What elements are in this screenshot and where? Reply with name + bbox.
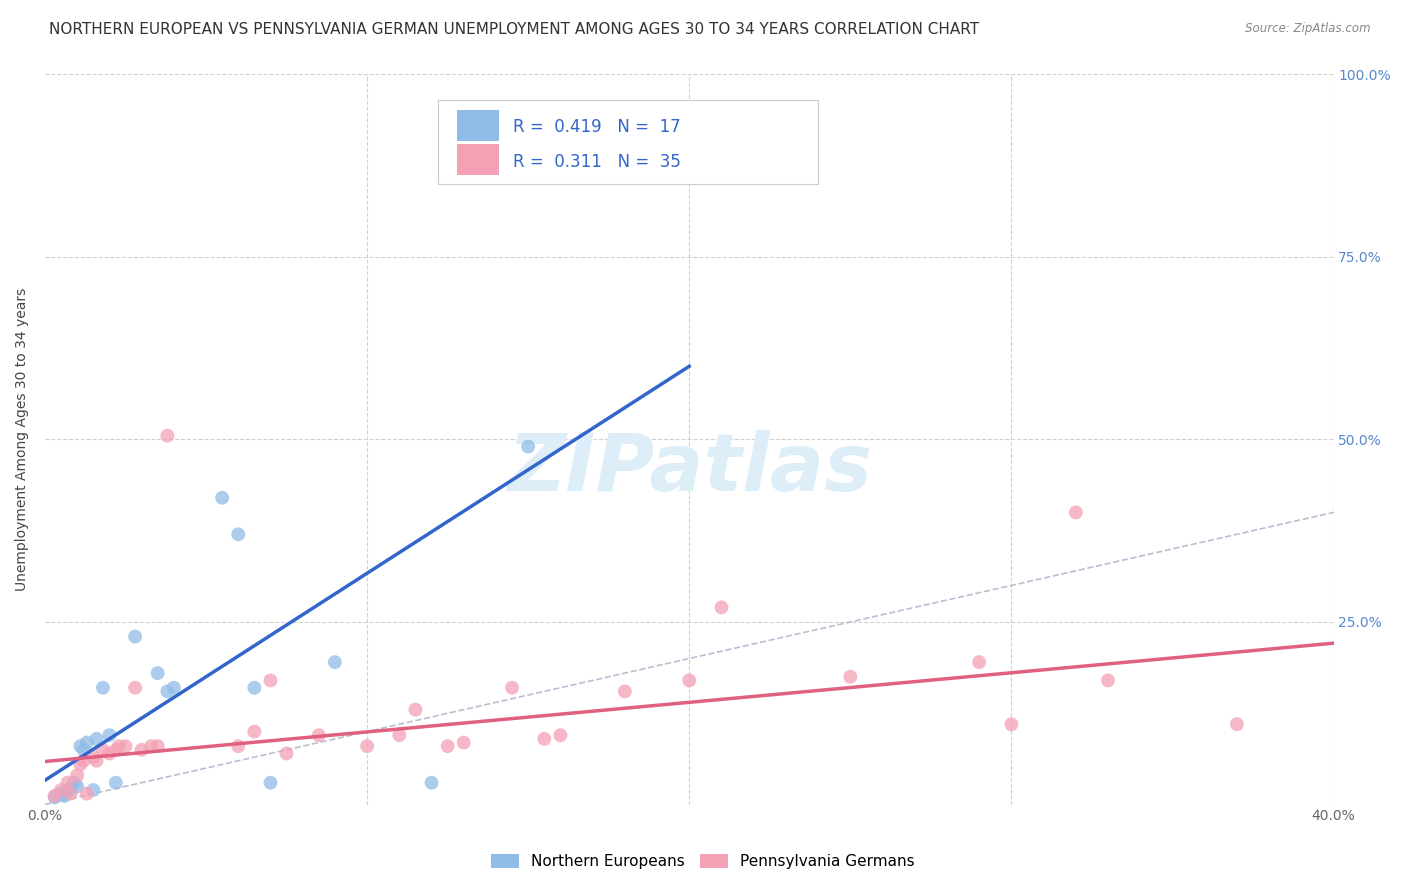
Point bbox=[517, 440, 540, 454]
Point bbox=[66, 780, 89, 794]
Point bbox=[44, 789, 66, 803]
Point bbox=[108, 739, 131, 754]
Point bbox=[243, 681, 266, 695]
Point bbox=[308, 728, 330, 742]
Point bbox=[156, 684, 179, 698]
Point bbox=[146, 739, 169, 754]
FancyBboxPatch shape bbox=[457, 110, 499, 141]
Point bbox=[49, 783, 72, 797]
Point bbox=[56, 775, 79, 789]
Point bbox=[124, 681, 146, 695]
Point bbox=[323, 655, 346, 669]
Point bbox=[243, 724, 266, 739]
Point bbox=[124, 630, 146, 644]
Legend: Northern Europeans, Pennsylvania Germans: Northern Europeans, Pennsylvania Germans bbox=[485, 848, 921, 875]
Point bbox=[276, 747, 298, 761]
Point bbox=[141, 739, 163, 754]
Point bbox=[86, 754, 108, 768]
Y-axis label: Unemployment Among Ages 30 to 34 years: Unemployment Among Ages 30 to 34 years bbox=[15, 288, 30, 591]
Point bbox=[98, 747, 121, 761]
Point bbox=[453, 735, 475, 749]
Point bbox=[82, 750, 104, 764]
Point bbox=[104, 743, 127, 757]
Text: R =  0.311   N =  35: R = 0.311 N = 35 bbox=[513, 153, 681, 170]
Point bbox=[1226, 717, 1249, 731]
Text: R =  0.419   N =  17: R = 0.419 N = 17 bbox=[513, 119, 681, 136]
Point bbox=[1000, 717, 1022, 731]
Point bbox=[69, 739, 91, 754]
FancyBboxPatch shape bbox=[439, 100, 818, 184]
Text: ZIPatlas: ZIPatlas bbox=[506, 430, 872, 508]
FancyBboxPatch shape bbox=[457, 145, 499, 175]
Point bbox=[53, 789, 76, 803]
Point bbox=[49, 787, 72, 801]
Point bbox=[678, 673, 700, 688]
Point bbox=[226, 739, 249, 754]
Point bbox=[839, 670, 862, 684]
Point bbox=[56, 784, 79, 798]
Point bbox=[967, 655, 990, 669]
Point bbox=[156, 428, 179, 442]
Point bbox=[104, 775, 127, 789]
Point bbox=[436, 739, 458, 754]
Text: Source: ZipAtlas.com: Source: ZipAtlas.com bbox=[1246, 22, 1371, 36]
Point bbox=[388, 728, 411, 742]
Point bbox=[66, 768, 89, 782]
Point bbox=[76, 735, 98, 749]
Point bbox=[501, 681, 523, 695]
Point bbox=[114, 739, 136, 754]
Point bbox=[163, 681, 186, 695]
Point bbox=[259, 775, 281, 789]
Point bbox=[59, 781, 82, 796]
Point bbox=[91, 743, 114, 757]
Point bbox=[630, 111, 652, 125]
Point bbox=[226, 527, 249, 541]
Point bbox=[86, 731, 108, 746]
Point bbox=[63, 775, 86, 789]
Point bbox=[76, 787, 98, 801]
Point bbox=[1064, 505, 1087, 519]
Point bbox=[710, 600, 733, 615]
Point bbox=[131, 743, 153, 757]
Point bbox=[533, 731, 555, 746]
Point bbox=[44, 790, 66, 805]
Point bbox=[613, 684, 636, 698]
Point bbox=[69, 757, 91, 772]
Point bbox=[356, 739, 378, 754]
Point bbox=[72, 743, 94, 757]
Point bbox=[259, 673, 281, 688]
Point bbox=[82, 783, 104, 797]
Point bbox=[1097, 673, 1119, 688]
Point bbox=[72, 754, 94, 768]
Text: NORTHERN EUROPEAN VS PENNSYLVANIA GERMAN UNEMPLOYMENT AMONG AGES 30 TO 34 YEARS : NORTHERN EUROPEAN VS PENNSYLVANIA GERMAN… bbox=[49, 22, 980, 37]
Point bbox=[98, 728, 121, 742]
Point bbox=[420, 775, 443, 789]
Point bbox=[91, 681, 114, 695]
Point bbox=[59, 787, 82, 801]
Point bbox=[211, 491, 233, 505]
Point bbox=[404, 703, 426, 717]
Point bbox=[550, 728, 572, 742]
Point bbox=[146, 666, 169, 681]
